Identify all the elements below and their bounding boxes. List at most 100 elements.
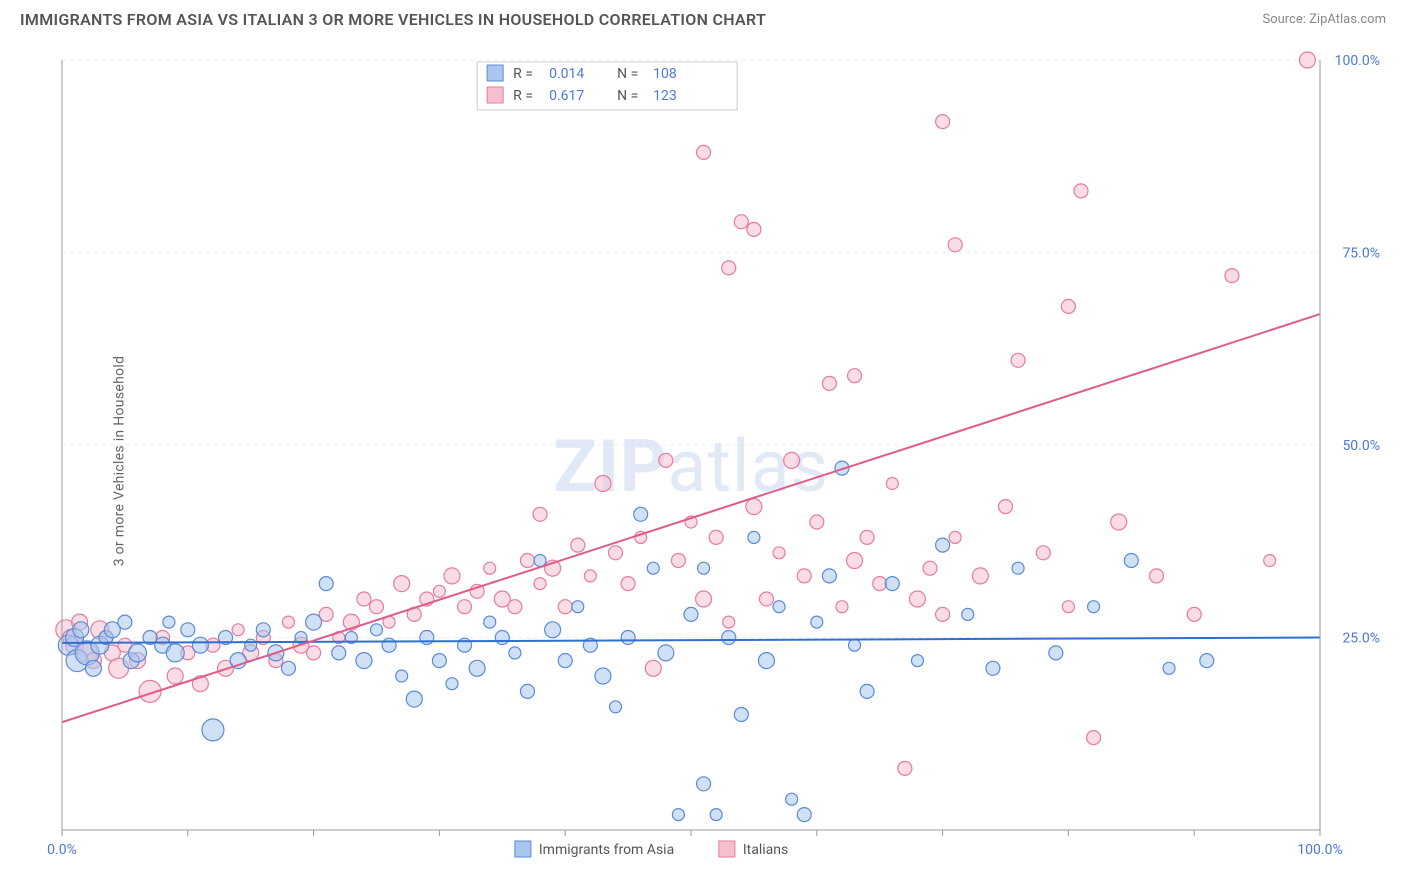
data-point: [723, 616, 735, 628]
data-point: [949, 531, 961, 543]
data-point: [281, 661, 295, 675]
data-point: [1061, 299, 1075, 313]
data-point: [659, 453, 673, 467]
data-point: [469, 660, 485, 676]
data-point: [371, 624, 383, 636]
data-point: [508, 600, 522, 614]
data-point: [558, 600, 572, 614]
data-point: [936, 115, 950, 129]
data-point: [784, 452, 800, 468]
data-point: [595, 668, 611, 684]
data-point: [671, 554, 685, 568]
data-point: [118, 615, 132, 629]
data-point: [962, 608, 974, 620]
data-point: [1011, 353, 1025, 367]
chart-container: 3 or more Vehicles in Household 25.0%50.…: [20, 40, 1390, 882]
data-point: [332, 646, 346, 660]
data-point: [166, 644, 184, 662]
data-point: [85, 660, 101, 676]
data-point: [696, 591, 712, 607]
legend-n-label: N =: [617, 88, 638, 104]
data-point: [1200, 654, 1214, 668]
legend-r-label: R =: [513, 66, 533, 82]
data-point: [810, 515, 824, 529]
data-point: [747, 222, 761, 236]
data-point: [520, 684, 534, 698]
data-point: [495, 631, 509, 645]
legend-n-value: 123: [653, 88, 677, 104]
data-point: [167, 668, 183, 684]
data-point: [836, 601, 848, 613]
legend-label: Immigrants from Asia: [539, 842, 674, 858]
data-point: [773, 547, 785, 559]
data-point: [848, 369, 862, 383]
data-point: [202, 719, 224, 741]
data-point: [282, 616, 294, 628]
data-point: [245, 639, 257, 651]
data-point: [722, 261, 736, 275]
data-point: [307, 646, 321, 660]
scatter-chart: 25.0%50.0%75.0%100.0%ZIPatlas0.0%100.0%R…: [20, 40, 1390, 882]
data-point: [306, 614, 322, 630]
data-point: [822, 376, 836, 390]
y-tick-label: 25.0%: [1342, 631, 1380, 647]
data-point: [73, 622, 89, 638]
data-point: [1187, 607, 1201, 621]
data-point: [1012, 562, 1024, 574]
data-point: [797, 808, 811, 822]
data-point: [1299, 52, 1315, 68]
data-point: [1088, 601, 1100, 613]
source-label: Source: ZipAtlas.com: [1262, 12, 1386, 27]
data-point: [394, 576, 410, 592]
data-point: [595, 476, 611, 492]
data-point: [759, 592, 773, 606]
data-point: [645, 660, 661, 676]
data-point: [898, 761, 912, 775]
legend-swatch: [487, 65, 503, 81]
data-point: [849, 639, 861, 651]
data-point: [684, 607, 698, 621]
trend-line: [62, 314, 1320, 722]
legend-n-value: 108: [653, 66, 677, 82]
data-point: [647, 562, 659, 574]
data-point: [420, 631, 434, 645]
data-point: [748, 531, 760, 543]
data-point: [758, 653, 774, 669]
y-tick-label: 100.0%: [1335, 53, 1380, 69]
data-point: [909, 591, 925, 607]
data-point: [1087, 731, 1101, 745]
data-point: [232, 624, 244, 636]
data-point: [256, 623, 270, 637]
data-point: [319, 577, 333, 591]
legend-r-value: 0.014: [549, 66, 584, 82]
data-point: [609, 546, 623, 560]
y-tick-label: 75.0%: [1342, 246, 1380, 262]
data-point: [911, 655, 923, 667]
data-point: [610, 701, 622, 713]
data-point: [1163, 662, 1175, 674]
data-point: [484, 616, 496, 628]
data-point: [444, 568, 460, 584]
data-point: [885, 577, 899, 591]
data-point: [1074, 184, 1088, 198]
data-point: [710, 809, 722, 821]
data-point: [697, 145, 711, 159]
data-point: [1111, 514, 1127, 530]
data-point: [458, 600, 472, 614]
data-point: [936, 538, 950, 552]
data-point: [484, 562, 496, 574]
title-bar: IMMIGRANTS FROM ASIA VS ITALIAN 3 OR MOR…: [0, 0, 1406, 35]
data-point: [873, 577, 887, 591]
legend-n-label: N =: [617, 66, 638, 82]
data-point: [734, 215, 748, 229]
data-point: [558, 654, 572, 668]
data-point: [923, 561, 937, 575]
data-point: [886, 478, 898, 490]
data-point: [621, 577, 635, 591]
legend-r-label: R =: [513, 88, 533, 104]
data-point: [822, 569, 836, 583]
data-point: [509, 647, 521, 659]
x-tick-label: 0.0%: [47, 842, 77, 858]
data-point: [1062, 601, 1074, 613]
data-point: [357, 592, 371, 606]
